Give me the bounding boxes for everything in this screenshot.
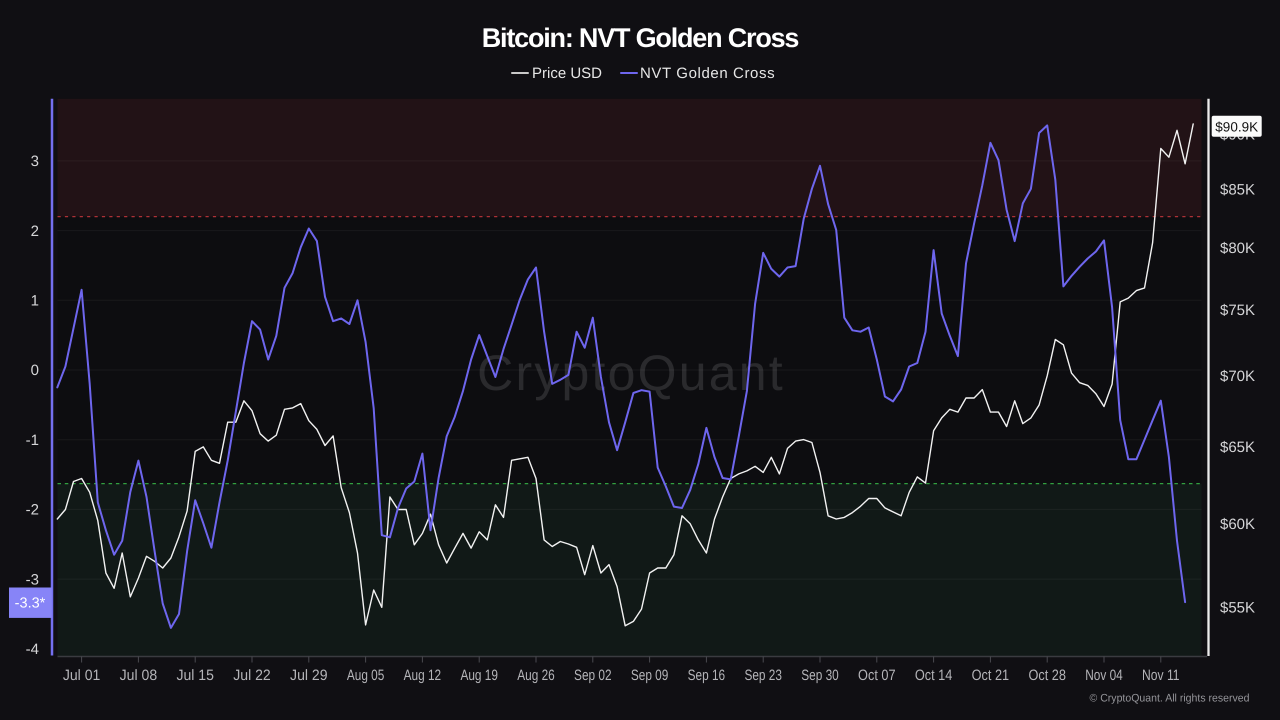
svg-text:Aug 19: Aug 19 [460, 667, 498, 684]
svg-text:Oct 28: Oct 28 [1028, 667, 1066, 684]
svg-text:$85K: $85K [1220, 182, 1255, 199]
svg-text:Nov 04: Nov 04 [1085, 667, 1123, 684]
svg-text:$90.9K: $90.9K [1215, 119, 1258, 134]
svg-text:$55K: $55K [1220, 600, 1255, 617]
svg-text:Sep 02: Sep 02 [574, 667, 612, 684]
svg-text:Sep 16: Sep 16 [688, 667, 726, 684]
svg-text:-4: -4 [26, 641, 39, 658]
svg-text:Sep 23: Sep 23 [744, 667, 782, 684]
svg-text:1: 1 [31, 293, 39, 310]
svg-text:$80K: $80K [1220, 240, 1255, 257]
svg-text:Jul 22: Jul 22 [233, 667, 271, 684]
svg-text:Oct 07: Oct 07 [858, 667, 896, 684]
svg-text:CryptoQuant: CryptoQuant [477, 345, 785, 401]
svg-text:Aug 12: Aug 12 [404, 667, 442, 684]
svg-text:Aug 26: Aug 26 [517, 667, 555, 684]
svg-text:Sep 30: Sep 30 [801, 667, 839, 684]
svg-text:2: 2 [31, 223, 39, 240]
svg-text:0: 0 [31, 362, 39, 379]
svg-text:Aug 05: Aug 05 [347, 667, 385, 684]
svg-text:-3.3*: -3.3* [15, 596, 46, 612]
svg-text:Sep 09: Sep 09 [631, 667, 669, 684]
svg-text:$65K: $65K [1220, 439, 1255, 456]
svg-text:Jul 15: Jul 15 [176, 667, 214, 684]
svg-text:$70K: $70K [1220, 368, 1255, 385]
svg-text:$60K: $60K [1220, 516, 1255, 533]
svg-text:© CryptoQuant. All rights rese: © CryptoQuant. All rights reserved [1090, 693, 1250, 705]
svg-text:Jul 08: Jul 08 [120, 667, 158, 684]
svg-text:$75K: $75K [1220, 302, 1255, 319]
svg-text:-3: -3 [26, 571, 39, 588]
svg-text:Oct 14: Oct 14 [915, 667, 953, 684]
svg-text:-2: -2 [26, 502, 39, 519]
svg-text:Jul 29: Jul 29 [290, 667, 328, 684]
svg-text:3: 3 [31, 153, 39, 170]
svg-text:-1: -1 [26, 432, 39, 449]
svg-text:Nov 11: Nov 11 [1142, 667, 1180, 684]
svg-text:Jul 01: Jul 01 [63, 667, 101, 684]
svg-text:Oct 21: Oct 21 [972, 667, 1010, 684]
